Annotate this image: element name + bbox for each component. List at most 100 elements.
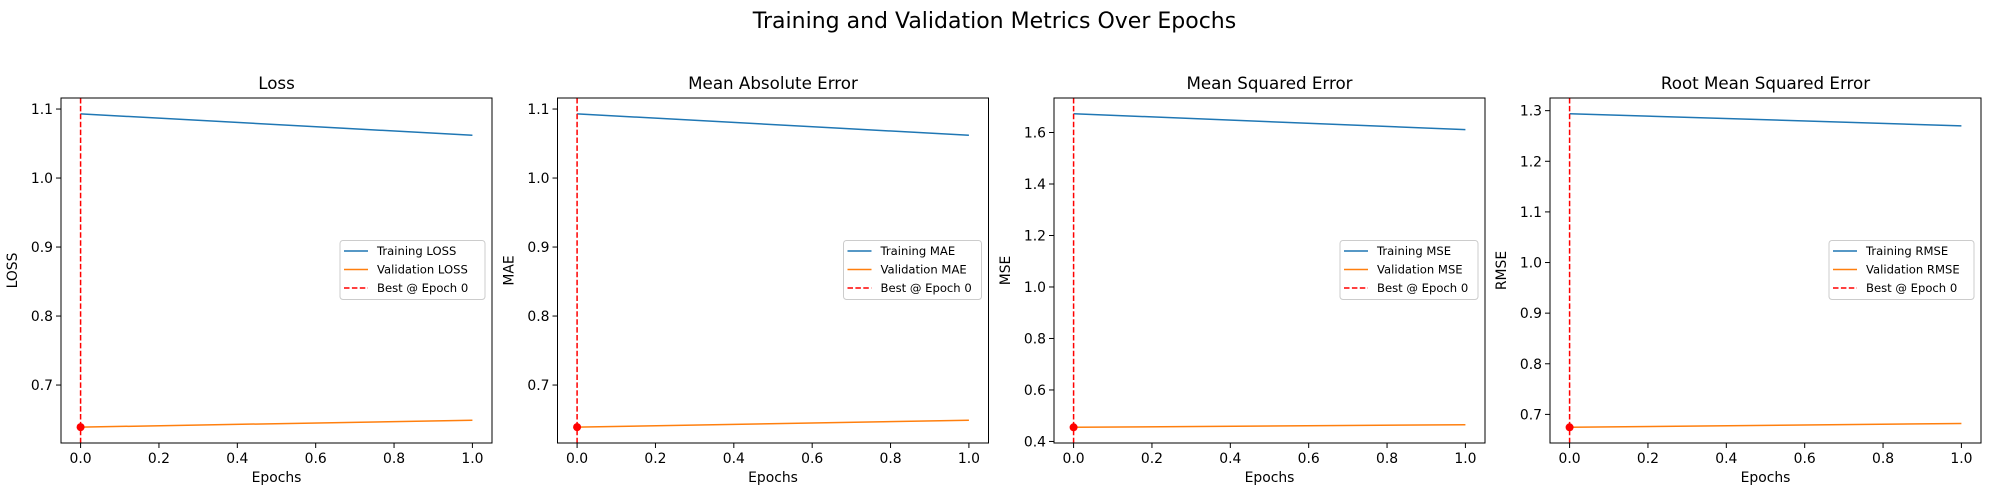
best-epoch-marker — [573, 423, 582, 432]
y-axis-label: LOSS — [5, 252, 21, 288]
training-line — [80, 113, 473, 137]
x-axis-label: Epochs — [1741, 470, 1791, 486]
axes-frame — [1549, 97, 1982, 444]
x-tick-label: 1.0 — [958, 451, 980, 467]
x-tick-label: 0.2 — [644, 451, 666, 467]
chart-title: Root Mean Squared Error — [1661, 73, 1870, 93]
training-line — [577, 113, 969, 137]
legend-training-label: Training LOSS — [376, 244, 456, 258]
legend-best-label: Best @ Epoch 0 — [881, 281, 972, 295]
chart-loss: Loss 0.0 0.2 0.4 0.6 0.8 1.0 0.7 0.8 0.9 1.0 1.1 Epo… — [5, 73, 493, 486]
legend-frame — [339, 240, 486, 300]
x-tick-label: 0.8 — [383, 451, 405, 467]
y-axis-label: MSE — [998, 256, 1014, 286]
legend-validation-label: Validation RMSE — [1866, 263, 1960, 277]
legend-frame — [1828, 240, 1975, 300]
legend-validation-label: Validation LOSS — [377, 263, 468, 277]
x-axis-label: Epochs — [748, 470, 798, 486]
legend: Training MSE Validation MSE Best @ Epoch 0 — [1339, 240, 1479, 300]
x-tick-label: 0.8 — [1376, 451, 1398, 467]
y-tick-label: 0.7 — [1520, 407, 1542, 423]
x-tick-label: 0.0 — [1559, 451, 1581, 467]
legend-training-label: Training MAE — [880, 244, 956, 258]
validation-line — [1073, 423, 1466, 429]
chart-title: Loss — [258, 73, 295, 93]
x-tick-label: 0.2 — [1141, 451, 1163, 467]
training-line — [1569, 112, 1962, 127]
x-tick-label: 0.6 — [305, 451, 327, 467]
y-tick-label: 1.0 — [31, 171, 53, 187]
y-tick-label: 1.0 — [527, 171, 549, 187]
axes-frame — [557, 97, 989, 444]
y-tick-label: 0.4 — [1024, 434, 1046, 450]
x-tick-label: 0.0 — [70, 451, 92, 467]
x-axis-label: Epochs — [252, 470, 302, 486]
x-tick-label: 0.6 — [1794, 451, 1816, 467]
legend-best-label: Best @ Epoch 0 — [1377, 281, 1468, 295]
y-tick-label: 1.0 — [1520, 256, 1542, 272]
chart-title: Mean Absolute Error — [688, 73, 858, 93]
x-tick-label: 0.6 — [1298, 451, 1320, 467]
best-epoch-marker — [76, 423, 85, 432]
y-axis-label: MAE — [502, 255, 518, 285]
legend-frame — [1339, 240, 1479, 300]
y-tick-label: 0.9 — [527, 240, 549, 256]
chart-title: Mean Squared Error — [1186, 73, 1352, 93]
y-tick-label: 0.9 — [1520, 306, 1542, 322]
chart-mse: Mean Squared Error 0.0 0.2 0.4 0.6 0.8 1.0 0.4 0… — [998, 73, 1486, 486]
y-tick-label: 1.1 — [527, 102, 549, 118]
legend: Training MAE Validation MAE Best @ Epoch 0 — [843, 240, 982, 300]
x-tick-label: 0.6 — [801, 451, 823, 467]
x-tick-label: 0.8 — [1872, 451, 1894, 467]
best-epoch-marker — [1069, 423, 1078, 432]
x-tick-label: 0.0 — [566, 451, 588, 467]
legend: Training RMSE Validation RMSE Best @ Epoch… — [1828, 240, 1975, 300]
best-epoch-marker — [1565, 423, 1574, 432]
figure-suptitle: Training and Validation Metrics Over Epo… — [752, 9, 1236, 34]
y-tick-label: 1.4 — [1024, 177, 1046, 193]
x-tick-label: 0.2 — [148, 451, 170, 467]
legend-best-label: Best @ Epoch 0 — [1866, 281, 1957, 295]
y-tick-label: 0.6 — [1024, 383, 1046, 399]
axes-frame — [1053, 97, 1486, 444]
y-axis-label: RMSE — [1494, 251, 1510, 290]
x-axis-label: Epochs — [1245, 470, 1295, 486]
x-tick-label: 0.4 — [226, 451, 248, 467]
x-tick-label: 1.0 — [461, 451, 483, 467]
x-tick-label: 0.8 — [879, 451, 901, 467]
y-tick-label: 1.2 — [1024, 228, 1046, 244]
x-tick-label: 1.0 — [1454, 451, 1476, 467]
validation-line — [1569, 422, 1962, 429]
y-tick-label: 0.8 — [1520, 357, 1542, 373]
y-tick-label: 1.1 — [1520, 205, 1542, 221]
y-tick-label: 0.8 — [527, 309, 549, 325]
y-tick-label: 0.7 — [31, 378, 53, 394]
validation-line — [577, 419, 969, 428]
legend-validation-label: Validation MSE — [1377, 263, 1463, 277]
y-tick-label: 0.9 — [31, 240, 53, 256]
legend-frame — [843, 240, 982, 300]
legend-validation-label: Validation MAE — [881, 263, 967, 277]
validation-line — [80, 419, 473, 428]
legend-training-label: Training RMSE — [1865, 244, 1948, 258]
x-tick-label: 0.2 — [1637, 451, 1659, 467]
training-line — [1073, 112, 1466, 131]
y-tick-label: 1.0 — [1024, 280, 1046, 296]
y-tick-label: 1.1 — [31, 102, 53, 118]
legend-training-label: Training MSE — [1376, 244, 1451, 258]
legend-best-label: Best @ Epoch 0 — [377, 281, 468, 295]
y-tick-label: 0.8 — [31, 309, 53, 325]
y-tick-label: 0.7 — [527, 378, 549, 394]
x-tick-label: 0.4 — [723, 451, 745, 467]
legend: Training LOSS Validation LOSS Best @ Epoch… — [339, 240, 486, 300]
x-tick-label: 0.4 — [1715, 451, 1737, 467]
x-tick-label: 0.4 — [1219, 451, 1241, 467]
y-tick-label: 1.6 — [1024, 126, 1046, 142]
y-tick-label: 1.3 — [1520, 104, 1542, 120]
y-tick-label: 0.8 — [1024, 331, 1046, 347]
axes-frame — [60, 97, 493, 444]
chart-mae: Mean Absolute Error 0.0 0.2 0.4 0.6 0.8 1.0 0.7… — [502, 73, 989, 486]
chart-rmse: Root Mean Squared Error 0.0 0.2 0.4 0.6 0.8 1.… — [1494, 73, 1982, 486]
y-tick-label: 1.2 — [1520, 154, 1542, 170]
